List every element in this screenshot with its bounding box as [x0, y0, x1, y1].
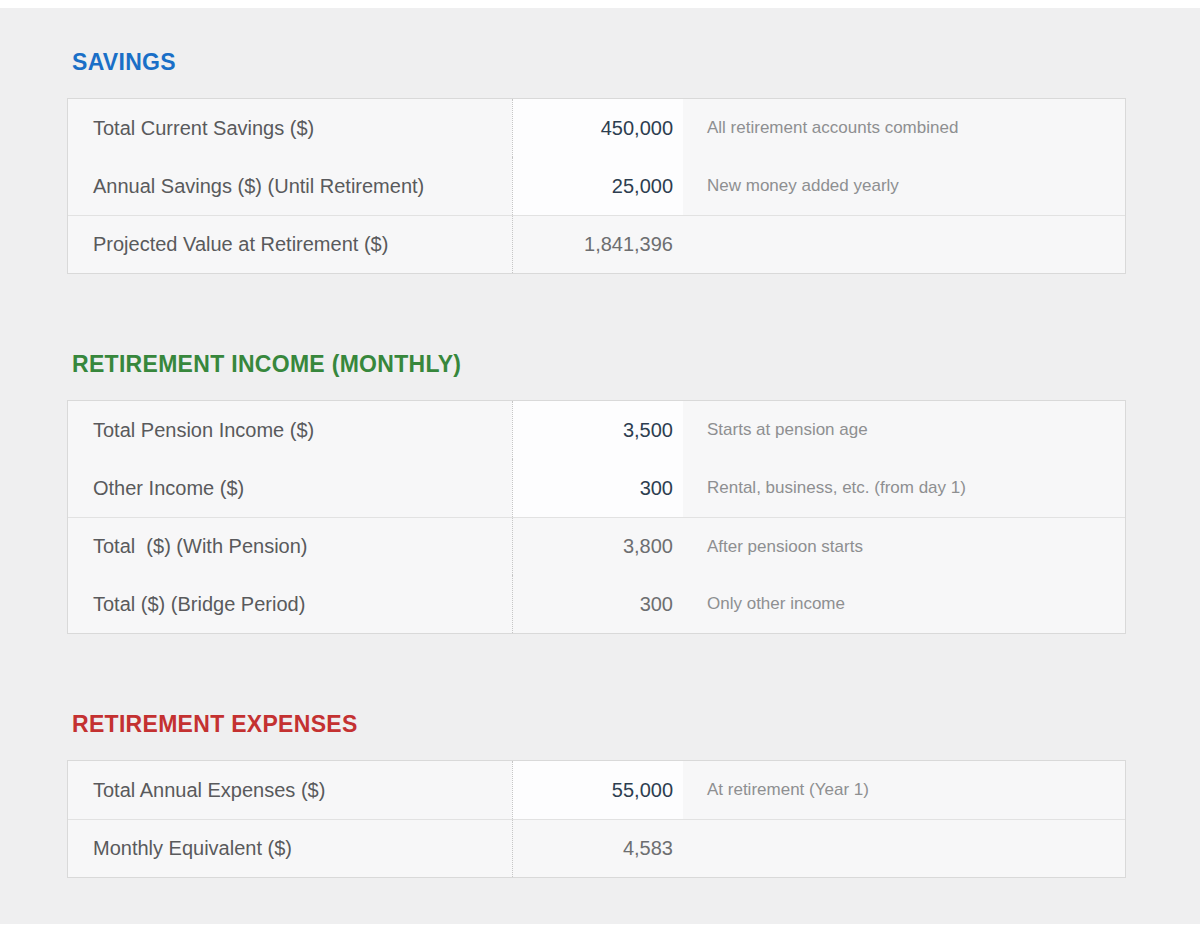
row-note: At retirement (Year 1): [683, 761, 1125, 819]
row-label: Total Pension Income ($): [68, 401, 512, 459]
row-note: New money added yearly: [683, 157, 1125, 215]
section-title-retirement-expenses: RETIREMENT EXPENSES: [72, 710, 1200, 738]
total-pension-income-input[interactable]: 3,500: [512, 401, 683, 459]
section-title-retirement-income: RETIREMENT INCOME (MONTHLY): [72, 350, 1200, 378]
section-title-savings: SAVINGS: [72, 48, 1200, 76]
table-row: Total ($) (With Pension) 3,800 After pen…: [68, 517, 1125, 575]
monthly-equivalent-output: 4,583: [512, 820, 683, 877]
row-label: Total ($) (With Pension): [68, 518, 512, 575]
table-row: Projected Value at Retirement ($) 1,841,…: [68, 215, 1125, 273]
retirement-income-table: Total Pension Income ($) 3,500 Starts at…: [67, 400, 1126, 634]
table-row: Monthly Equivalent ($) 4,583: [68, 819, 1125, 877]
total-annual-expenses-input[interactable]: 55,000: [512, 761, 683, 819]
total-current-savings-input[interactable]: 450,000: [512, 99, 683, 157]
table-row: Total Annual Expenses ($) 55,000 At reti…: [68, 761, 1125, 819]
table-row: Total Pension Income ($) 3,500 Starts at…: [68, 401, 1125, 459]
projected-value-output: 1,841,396: [512, 216, 683, 273]
total-bridge-period-output: 300: [512, 575, 683, 633]
row-note: All retirement accounts combined: [683, 99, 1125, 157]
savings-table: Total Current Savings ($) 450,000 All re…: [67, 98, 1126, 274]
table-row: Other Income ($) 300 Rental, business, e…: [68, 459, 1125, 517]
row-label: Total ($) (Bridge Period): [68, 575, 512, 633]
other-income-input[interactable]: 300: [512, 459, 683, 517]
row-label: Total Annual Expenses ($): [68, 761, 512, 819]
row-note: After pensioon starts: [683, 518, 1125, 575]
row-note: Starts at pension age: [683, 401, 1125, 459]
row-label: Other Income ($): [68, 459, 512, 517]
annual-savings-input[interactable]: 25,000: [512, 157, 683, 215]
row-note: Rental, business, etc. (from day 1): [683, 459, 1125, 517]
row-note: [683, 216, 1125, 273]
table-row: Annual Savings ($) (Until Retirement) 25…: [68, 157, 1125, 215]
retirement-expenses-table: Total Annual Expenses ($) 55,000 At reti…: [67, 760, 1126, 878]
total-with-pension-output: 3,800: [512, 518, 683, 575]
section-retirement-income: RETIREMENT INCOME (MONTHLY) Total Pensio…: [67, 350, 1200, 634]
section-retirement-expenses: RETIREMENT EXPENSES Total Annual Expense…: [67, 710, 1200, 878]
row-label: Annual Savings ($) (Until Retirement): [68, 157, 512, 215]
row-label: Total Current Savings ($): [68, 99, 512, 157]
page-background: SAVINGS Total Current Savings ($) 450,00…: [0, 8, 1200, 924]
row-note: Only other income: [683, 575, 1125, 633]
table-row: Total ($) (Bridge Period) 300 Only other…: [68, 575, 1125, 633]
table-row: Total Current Savings ($) 450,000 All re…: [68, 99, 1125, 157]
row-note: [683, 820, 1125, 877]
row-label: Projected Value at Retirement ($): [68, 216, 512, 273]
row-label: Monthly Equivalent ($): [68, 820, 512, 877]
section-savings: SAVINGS Total Current Savings ($) 450,00…: [67, 48, 1200, 274]
